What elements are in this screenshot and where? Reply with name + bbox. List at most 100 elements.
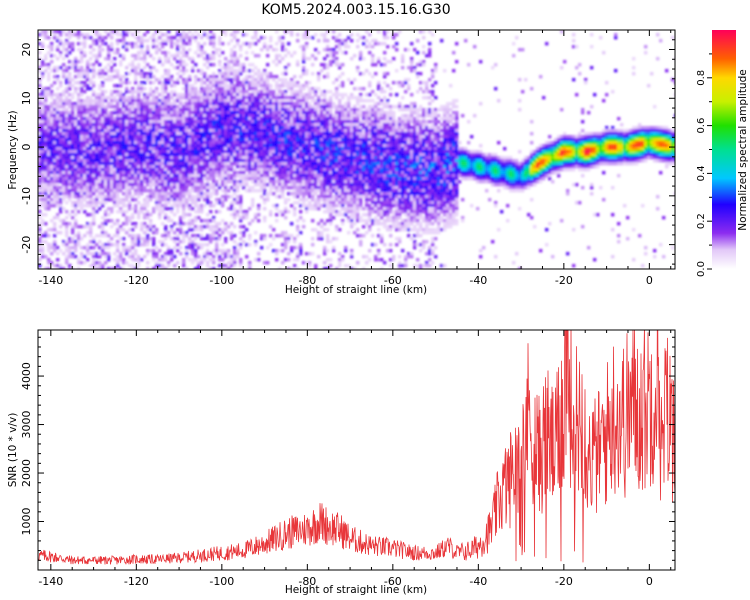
spectrogram-cell: [101, 243, 105, 247]
spectrogram-cell: [164, 99, 168, 103]
spectrogram-cell: [173, 180, 177, 184]
spectrogram-cell: [59, 168, 63, 172]
spectrogram-cell: [230, 222, 234, 226]
spectrogram-cell: [119, 33, 123, 37]
spectrogram-cell: [188, 78, 192, 82]
spectrogram-cell: [110, 78, 114, 82]
spectrogram-cell: [254, 108, 258, 112]
spectrogram-cell: [275, 174, 279, 178]
spectrogram-cell: [185, 255, 189, 259]
spectrogram-cell: [212, 96, 216, 100]
spectrogram-cell: [176, 93, 180, 97]
spectrogram-cell: [56, 48, 60, 52]
spectrogram-cell: [299, 216, 303, 220]
spectrogram-cell: [170, 75, 174, 79]
spectrogram-cell: [260, 96, 264, 100]
spectrogram-cell: [221, 78, 225, 82]
spectrogram-cell: [56, 78, 60, 82]
spectrogram-cell: [302, 135, 306, 139]
spectrogram-cell: [47, 258, 51, 262]
spectrogram-cell: [89, 225, 93, 229]
spectrogram-cell: [233, 57, 237, 61]
spectrogram-cell: [86, 99, 90, 103]
spectrogram-cell: [221, 147, 225, 151]
spectrogram-cell: [101, 105, 105, 109]
spectrogram-cell: [197, 129, 201, 133]
spectrogram-cell: [176, 201, 180, 205]
spectrogram-cell: [284, 135, 288, 139]
spectrogram-cell: [59, 105, 63, 109]
spectrogram-cell: [200, 159, 204, 163]
spectrogram-cell: [263, 156, 267, 160]
spectrogram-cell: [137, 240, 141, 244]
spectrogram-cell: [218, 153, 222, 157]
spectrogram-cell: [68, 162, 72, 166]
spectrogram-cell: [134, 258, 138, 262]
spectrogram-cell: [137, 156, 141, 160]
spectrogram-cell: [149, 141, 153, 145]
spectrogram-cell: [65, 174, 69, 178]
spectrogram-cell: [53, 189, 57, 193]
spectrogram-cell: [53, 216, 57, 220]
spectrogram-cell: [185, 84, 189, 88]
spectrogram-cell: [260, 90, 264, 94]
spectrogram-cell: [110, 138, 114, 142]
spectrogram-cell: [110, 186, 114, 190]
spectrogram-cell: [89, 240, 93, 244]
spectrogram-cell: [131, 144, 135, 148]
spectrogram-cell: [92, 207, 96, 211]
spectrogram-cell: [284, 168, 288, 172]
spectrogram-cell: [143, 198, 147, 202]
spectrogram-cell: [299, 246, 303, 250]
spectrogram-cell: [110, 33, 114, 37]
spectrogram-cell: [140, 132, 144, 136]
spectrogram-cell: [296, 33, 300, 37]
spectrogram-cell: [275, 180, 279, 184]
spectrogram-cell: [56, 108, 60, 112]
spectrogram-cell: [269, 183, 273, 187]
spectrogram-cell: [260, 153, 264, 157]
spectrogram-cell: [170, 141, 174, 145]
spectrogram-cell: [122, 45, 126, 49]
spectrogram-cell: [164, 252, 168, 256]
spectrogram-cell: [125, 72, 129, 76]
spectrogram-cell: [122, 168, 126, 172]
spectrogram-cell: [302, 105, 306, 109]
spectrogram-cell: [92, 135, 96, 139]
spectrogram-cell: [47, 234, 51, 238]
spectrogram-cell: [308, 180, 312, 184]
spectrogram-cell: [140, 156, 144, 160]
spectrogram-cell: [107, 126, 111, 130]
spectrogram-cell: [233, 141, 237, 145]
spectrogram-cell: [293, 246, 297, 250]
spectrogram-cell: [86, 144, 90, 148]
spectrogram-cell: [47, 162, 51, 166]
spectrogram-cell: [191, 258, 195, 262]
spectrogram-cell: [89, 159, 93, 163]
spectrogram-cell: [281, 156, 285, 160]
spectrogram-cell: [71, 189, 75, 193]
spectrogram-cell: [305, 129, 309, 133]
spectrogram-cell: [176, 249, 180, 253]
spectrogram-cell: [128, 150, 132, 154]
spectrogram-cell: [38, 99, 42, 103]
spectrogram-cell: [200, 246, 204, 250]
spectrogram-cell: [92, 237, 96, 241]
spectrogram-cell: [158, 30, 162, 34]
spectrogram-cell: [212, 261, 216, 265]
spectrogram-cell: [83, 225, 87, 229]
spectrogram-cell: [215, 159, 219, 163]
spectrogram-cell: [233, 114, 237, 118]
spectrogram-cell: [212, 186, 216, 190]
spectrogram-cell: [173, 186, 177, 190]
spectrogram-cell: [131, 93, 135, 97]
spectrogram-cell: [53, 123, 57, 127]
spectrogram-cell: [86, 141, 90, 145]
spectrogram-cell: [122, 246, 126, 250]
spectrogram-cell: [215, 252, 219, 256]
spectrogram-cell: [98, 126, 102, 130]
spectrogram-cell: [161, 159, 165, 163]
spectrogram-cell: [218, 60, 222, 64]
spectrogram-cell: [152, 99, 156, 103]
spectrogram-cell: [131, 117, 135, 121]
